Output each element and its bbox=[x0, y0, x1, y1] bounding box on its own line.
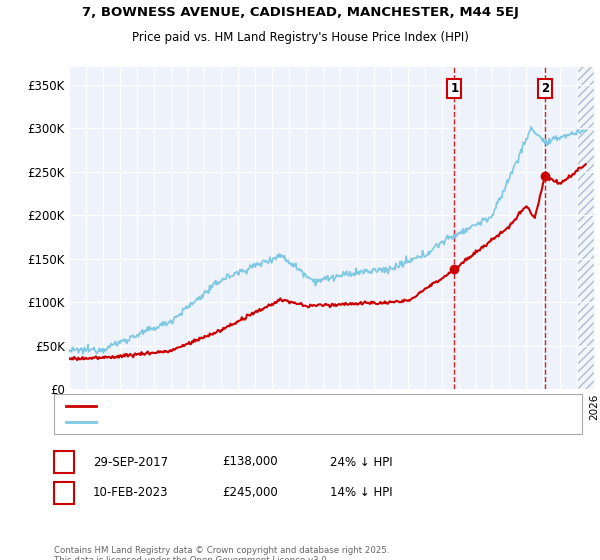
Text: 2: 2 bbox=[59, 486, 68, 500]
Text: HPI: Average price, semi-detached house, Salford: HPI: Average price, semi-detached house,… bbox=[102, 417, 361, 427]
Text: 1: 1 bbox=[59, 455, 68, 469]
Text: 10-FEB-2023: 10-FEB-2023 bbox=[93, 486, 169, 500]
Text: 24% ↓ HPI: 24% ↓ HPI bbox=[330, 455, 392, 469]
Text: 29-SEP-2017: 29-SEP-2017 bbox=[93, 455, 168, 469]
Bar bbox=[577, 67, 594, 389]
Text: £138,000: £138,000 bbox=[222, 455, 278, 469]
Text: 7, BOWNESS AVENUE, CADISHEAD, MANCHESTER, M44 5EJ: 7, BOWNESS AVENUE, CADISHEAD, MANCHESTER… bbox=[82, 6, 518, 18]
Text: 7, BOWNESS AVENUE, CADISHEAD, MANCHESTER, M44 5EJ (semi-detached house): 7, BOWNESS AVENUE, CADISHEAD, MANCHESTER… bbox=[102, 401, 532, 411]
Text: 2: 2 bbox=[541, 82, 549, 95]
Text: 14% ↓ HPI: 14% ↓ HPI bbox=[330, 486, 392, 500]
Bar bbox=[577, 67, 594, 389]
Text: Price paid vs. HM Land Registry's House Price Index (HPI): Price paid vs. HM Land Registry's House … bbox=[131, 31, 469, 44]
Text: £245,000: £245,000 bbox=[222, 486, 278, 500]
Bar bbox=[577, 67, 594, 389]
Text: 1: 1 bbox=[450, 82, 458, 95]
Text: Contains HM Land Registry data © Crown copyright and database right 2025.
This d: Contains HM Land Registry data © Crown c… bbox=[54, 546, 389, 560]
